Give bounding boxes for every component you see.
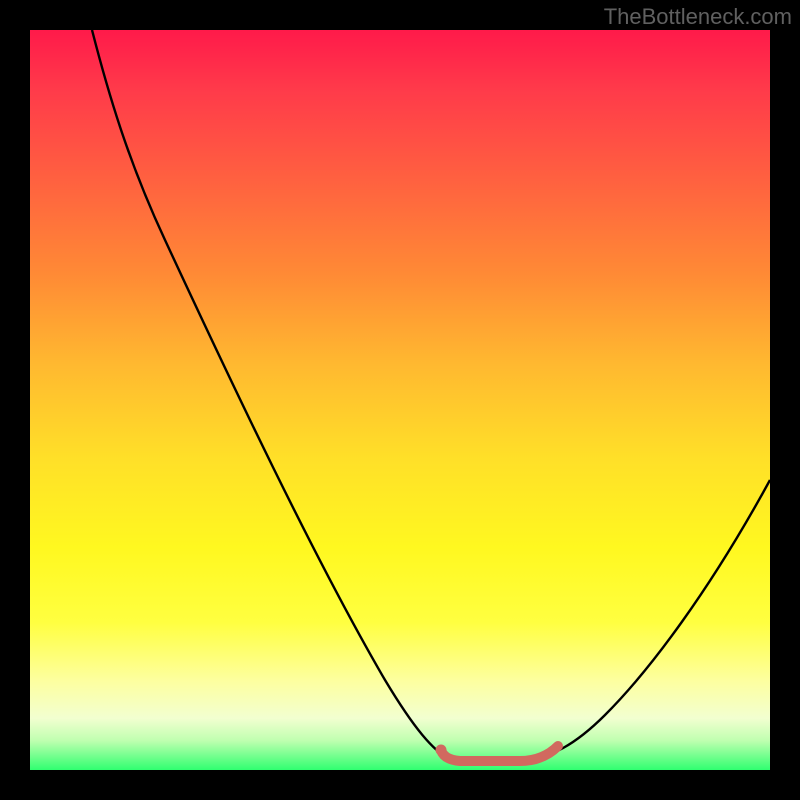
- chart-svg: [30, 30, 770, 770]
- highlight-dot: [436, 745, 447, 756]
- highlight-segment: [441, 746, 558, 761]
- watermark-text: TheBottleneck.com: [604, 4, 792, 30]
- plot-area: [30, 30, 770, 770]
- main-curve: [92, 30, 770, 760]
